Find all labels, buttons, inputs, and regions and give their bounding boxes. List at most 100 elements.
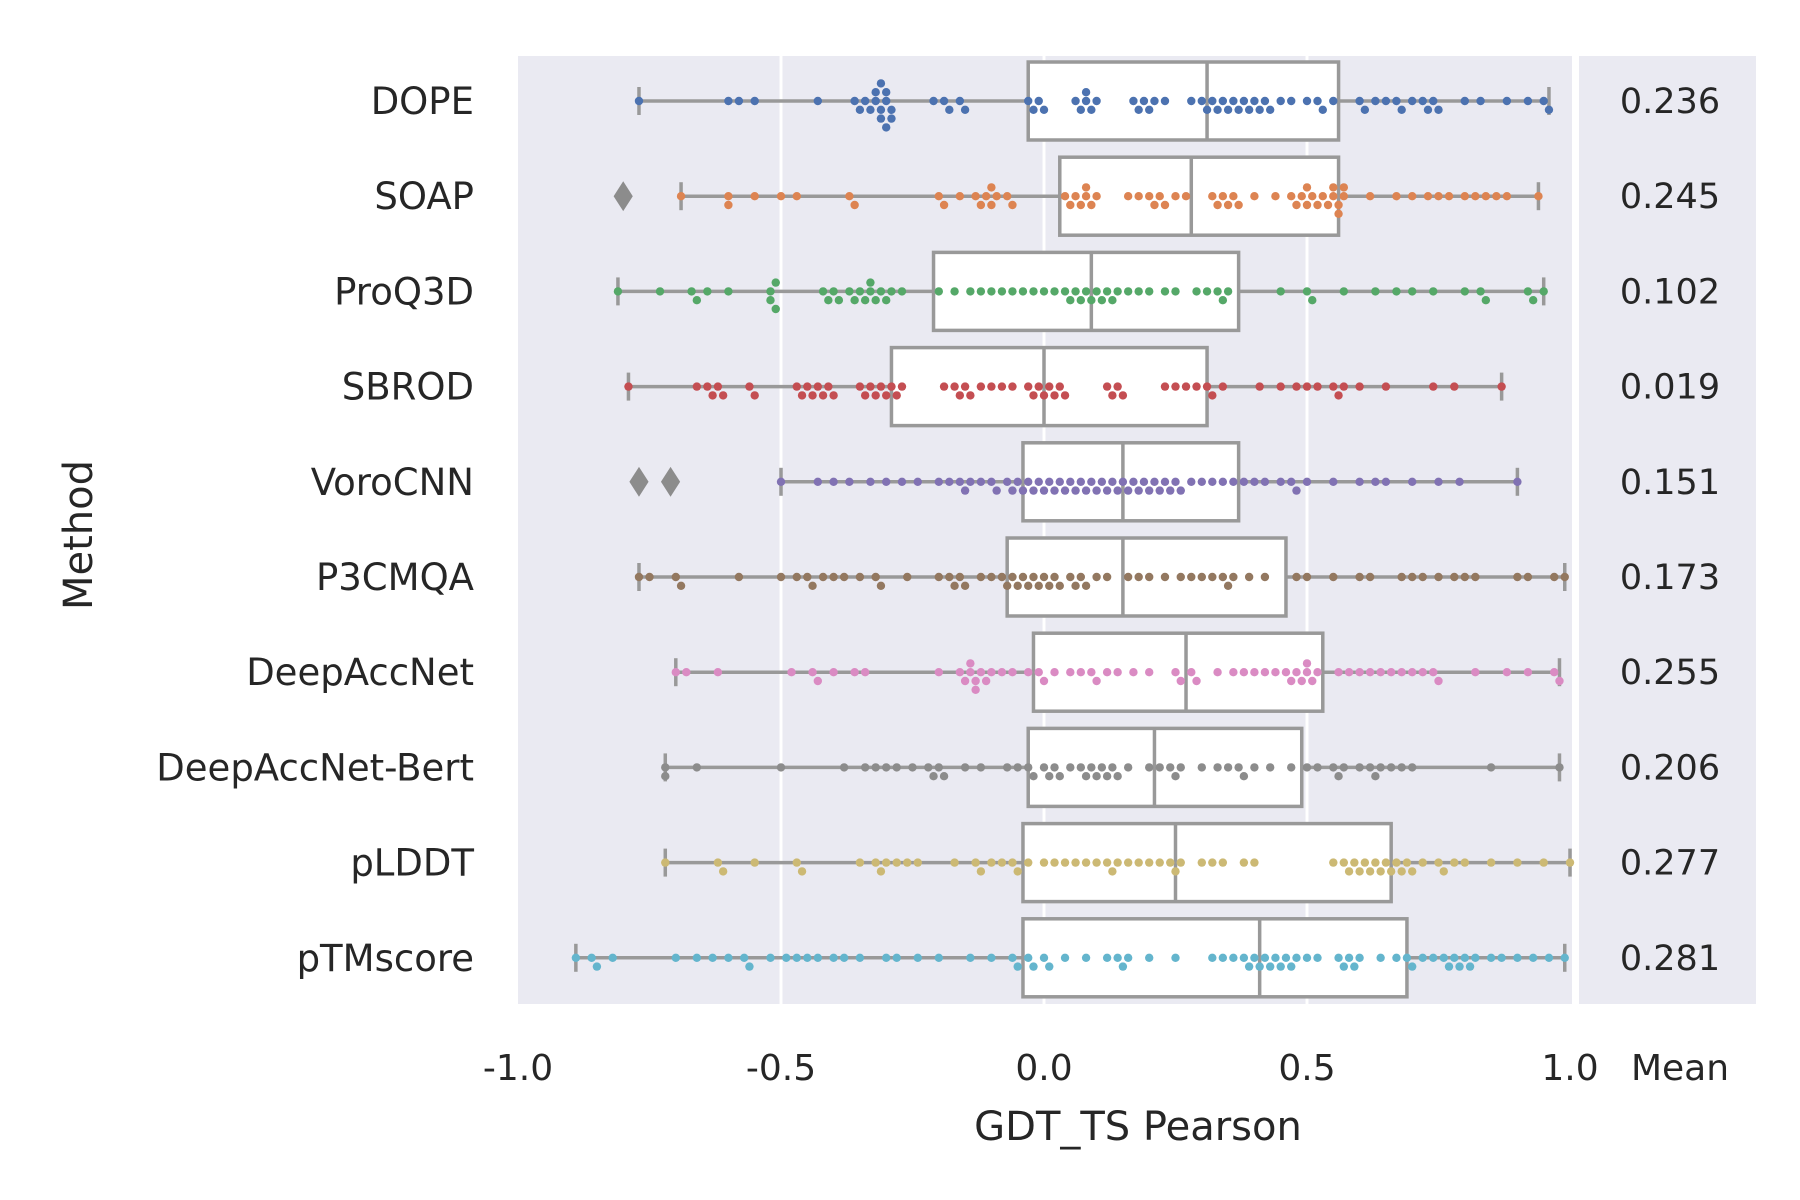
swarm-point bbox=[771, 304, 780, 314]
swarm-point bbox=[1123, 858, 1133, 867]
swarm-point bbox=[1502, 192, 1512, 201]
swarm-point bbox=[1271, 953, 1280, 962]
swarm-point bbox=[1218, 858, 1228, 867]
swarm-point bbox=[908, 763, 917, 772]
swarm-point bbox=[1334, 391, 1343, 400]
swarm-point bbox=[1055, 772, 1064, 781]
swarm-point bbox=[934, 953, 943, 962]
swarm-point bbox=[892, 391, 901, 400]
swarm-point bbox=[1208, 477, 1217, 486]
swarm-point bbox=[1218, 192, 1228, 201]
swarm-point bbox=[976, 382, 986, 391]
mean-value: 0.151 bbox=[1620, 463, 1720, 503]
swarm-point bbox=[834, 296, 844, 305]
swarm-point bbox=[1255, 962, 1264, 971]
swarm-point bbox=[724, 200, 733, 210]
swarm-point bbox=[1076, 105, 1086, 115]
swarm-point bbox=[1397, 867, 1406, 876]
swarm-point bbox=[1476, 96, 1485, 106]
swarm-point bbox=[1392, 858, 1401, 867]
swarm-point bbox=[1008, 200, 1017, 210]
swarm-point bbox=[1471, 953, 1480, 962]
swarm-point bbox=[739, 953, 749, 962]
swarm-point bbox=[713, 858, 723, 867]
swarm-point bbox=[1486, 858, 1496, 867]
swarm-point bbox=[1513, 953, 1522, 962]
swarm-point bbox=[871, 572, 880, 582]
swarm-point bbox=[1123, 763, 1133, 772]
swarm-point bbox=[724, 953, 733, 962]
swarm-point bbox=[1281, 668, 1291, 677]
swarm-point bbox=[1397, 105, 1406, 115]
swarm-point bbox=[1024, 96, 1033, 106]
swarm-point bbox=[1292, 572, 1301, 582]
swarm-point bbox=[1550, 572, 1559, 582]
swarm-point bbox=[976, 572, 986, 582]
mean-value: 0.019 bbox=[1620, 368, 1720, 408]
swarm-point bbox=[1287, 962, 1296, 971]
swarm-point bbox=[1060, 858, 1070, 867]
swarm-point bbox=[924, 763, 933, 772]
swarm-point bbox=[750, 391, 759, 400]
swarm-point bbox=[1360, 858, 1370, 867]
swarm-point bbox=[1334, 200, 1343, 210]
swarm-point bbox=[1123, 486, 1133, 495]
swarm-point bbox=[1550, 668, 1559, 677]
method-row bbox=[671, 631, 1564, 713]
swarm-point bbox=[1002, 477, 1012, 486]
swarm-point bbox=[1276, 477, 1285, 486]
swarm-point bbox=[1034, 581, 1043, 590]
swarm-point bbox=[960, 676, 970, 686]
swarm-point bbox=[1302, 763, 1312, 772]
swarm-point bbox=[1008, 858, 1017, 867]
swarm-point bbox=[829, 668, 838, 677]
swarm-point bbox=[829, 391, 838, 400]
swarm-point bbox=[1002, 192, 1012, 201]
swarm-point bbox=[950, 382, 959, 391]
swarm-point bbox=[1129, 668, 1138, 677]
swarm-point bbox=[1329, 572, 1338, 582]
swarm-point bbox=[766, 953, 775, 962]
swarm-point bbox=[1260, 668, 1270, 677]
swarm-point bbox=[1092, 772, 1101, 781]
swarm-point bbox=[1092, 676, 1101, 686]
swarm-point bbox=[813, 676, 823, 686]
swarm-point bbox=[882, 296, 891, 305]
swarm-point bbox=[871, 391, 880, 400]
swarm-point bbox=[1434, 105, 1443, 115]
swarm-point bbox=[1145, 668, 1154, 677]
swarm-point bbox=[1171, 477, 1180, 486]
outlier-marker bbox=[629, 466, 649, 497]
swarm-point bbox=[1313, 382, 1322, 391]
swarm-point bbox=[1292, 486, 1301, 495]
swarm-point bbox=[929, 96, 938, 106]
swarm-point bbox=[1102, 287, 1112, 296]
swarm-point bbox=[1076, 200, 1086, 210]
swarm-point bbox=[1223, 763, 1233, 772]
swarm-point bbox=[1102, 772, 1112, 781]
swarm-point bbox=[1429, 668, 1438, 677]
swarm-point bbox=[1355, 382, 1364, 391]
swarm-point bbox=[792, 382, 801, 391]
swarm-point bbox=[882, 858, 891, 867]
swarm-point bbox=[855, 382, 865, 391]
swarm-point bbox=[818, 287, 828, 296]
iqr-box bbox=[1058, 155, 1341, 237]
swarm-point bbox=[950, 858, 959, 867]
swarm-point bbox=[1465, 962, 1475, 971]
swarm-point bbox=[1471, 572, 1480, 582]
swarm-point bbox=[1171, 382, 1180, 391]
swarm-point bbox=[1423, 192, 1433, 201]
swarm-point bbox=[1013, 477, 1022, 486]
swarm-point bbox=[1087, 200, 1096, 210]
swarm-point bbox=[1408, 763, 1417, 772]
mean-value: 0.255 bbox=[1620, 653, 1720, 693]
swarm-point bbox=[1329, 763, 1338, 772]
swarm-point bbox=[1365, 763, 1375, 772]
swarm-point bbox=[1350, 858, 1359, 867]
swarm-point bbox=[1365, 867, 1375, 876]
swarm-point bbox=[987, 668, 996, 677]
swarm-point bbox=[1434, 477, 1443, 486]
swarm-point bbox=[1381, 96, 1391, 106]
